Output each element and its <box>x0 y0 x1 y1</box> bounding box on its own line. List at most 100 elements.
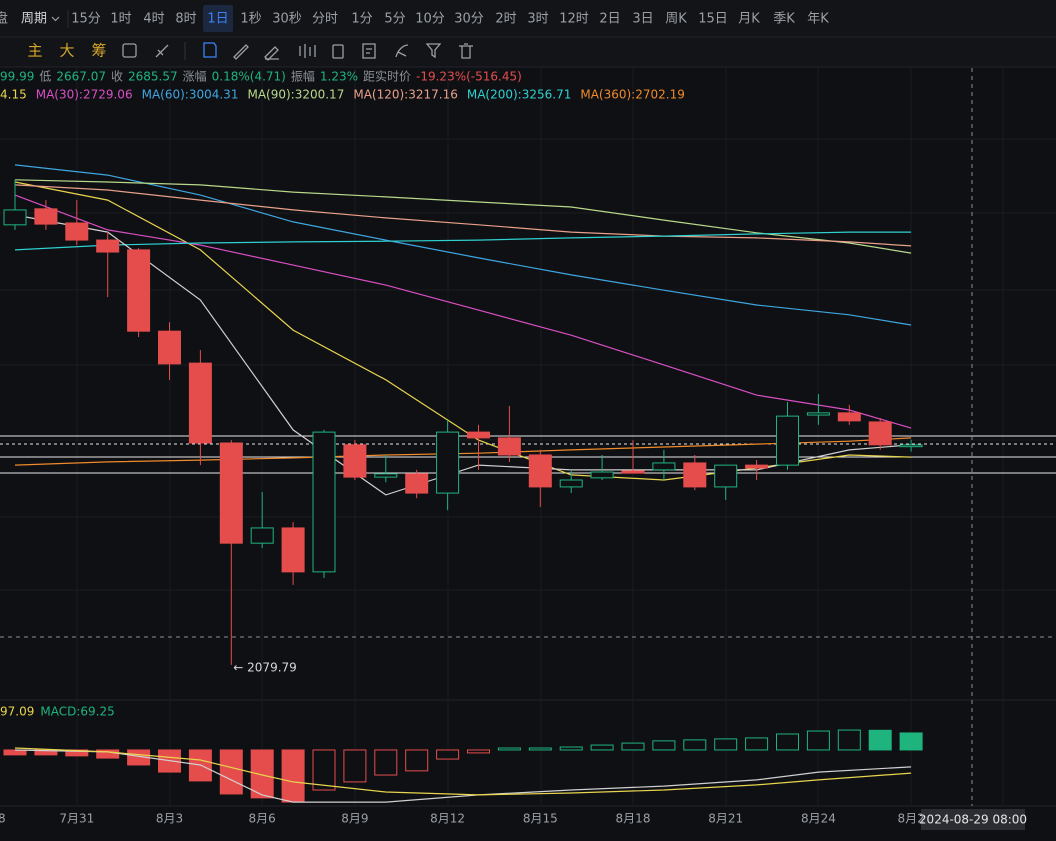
macd-bar <box>528 747 552 751</box>
period-button[interactable]: 12时 <box>559 12 589 27</box>
period-button[interactable]: 5分 <box>384 12 405 27</box>
info-text: 涨幅 <box>183 69 207 84</box>
period-button[interactable]: 2日 <box>599 12 620 27</box>
macd-bar <box>745 737 769 751</box>
x-tick-label: 8月6 <box>249 812 276 826</box>
candle-body <box>714 464 738 488</box>
info-text: 1.23% <box>320 70 358 84</box>
period-button[interactable]: 30分 <box>454 12 484 27</box>
macd-bar <box>621 742 645 751</box>
candle-body <box>497 437 521 456</box>
period-button[interactable]: 15分 <box>71 12 101 27</box>
macd-bar <box>868 729 892 751</box>
info-text: 0.18%(4.71) <box>212 70 286 84</box>
macd-line <box>14 749 912 803</box>
candle-body <box>467 431 490 439</box>
x-tick-label: 8月21 <box>708 812 743 826</box>
tool-icon[interactable] <box>122 43 137 58</box>
candle-body <box>127 249 151 332</box>
period-button[interactable]: 2时 <box>495 12 516 27</box>
candle-body <box>219 442 243 544</box>
tool-icon[interactable] <box>155 44 169 58</box>
tool-icon[interactable] <box>299 44 316 58</box>
macd-bar <box>652 740 676 751</box>
candle-body <box>158 330 181 365</box>
period-button[interactable]: 周K <box>665 12 687 27</box>
macd-bar <box>374 749 398 776</box>
legend-item: MA(60):3004.31 <box>142 88 239 102</box>
candle-body <box>899 444 923 448</box>
period-button[interactable]: 3时 <box>527 12 548 27</box>
period-button[interactable]: 1日 <box>207 12 228 27</box>
indicator-button[interactable]: 筹 <box>91 42 106 60</box>
x-tick-label: 8 <box>0 812 6 826</box>
period-button[interactable]: 15日 <box>698 12 728 27</box>
period-menu[interactable]: 周期 <box>21 12 47 27</box>
period-button[interactable]: 月K <box>738 12 760 27</box>
x-tick-label: 8月3 <box>156 812 183 826</box>
candle-body <box>374 473 398 478</box>
macd-bar <box>281 749 305 803</box>
tool-icon[interactable] <box>425 43 442 59</box>
period-button[interactable]: 8时 <box>175 12 196 27</box>
tool-icon[interactable] <box>362 43 376 59</box>
indicator-button[interactable]: 大 <box>59 42 74 60</box>
candle-body <box>96 239 120 253</box>
indicator-button[interactable]: 主 <box>27 42 42 60</box>
legend-item: MA(90):3200.17 <box>247 88 344 102</box>
candle-body <box>745 464 769 469</box>
period-button[interactable]: 4时 <box>143 12 164 27</box>
candle-body <box>837 412 861 422</box>
candle-body <box>436 431 460 494</box>
period-button[interactable]: 3日 <box>632 12 653 27</box>
candle-body <box>34 208 58 225</box>
macd-bar <box>467 749 490 754</box>
candle-body <box>776 415 799 466</box>
crosshair-label: 2024-08-29 08:00 <box>919 813 1027 827</box>
info-text: 距实时价 <box>363 69 411 84</box>
tool-icon[interactable] <box>203 42 217 58</box>
ma-line <box>14 231 912 251</box>
legend-item: 4.15 <box>0 88 27 102</box>
tool-icon[interactable] <box>459 43 473 59</box>
period-button[interactable]: 1时 <box>110 12 131 27</box>
x-tick-label: 7月31 <box>59 812 94 826</box>
candle-body <box>312 431 336 573</box>
macd-bar <box>590 744 614 751</box>
period-button[interactable]: 30秒 <box>272 12 302 27</box>
market-tab[interactable]: 盘 <box>0 11 8 27</box>
candle-body <box>559 479 583 488</box>
legend-item: MA(360):2702.19 <box>580 88 685 102</box>
tool-icon[interactable] <box>264 46 279 61</box>
plot <box>3 164 923 803</box>
tool-icon[interactable] <box>332 44 344 59</box>
tool-icon[interactable] <box>395 44 409 58</box>
info-text: 振幅 <box>291 69 315 84</box>
period-button[interactable]: 10分 <box>415 12 445 27</box>
macd-bar <box>806 730 830 751</box>
candle-body <box>188 362 212 444</box>
ma-line <box>14 194 912 429</box>
ma-line <box>14 184 912 247</box>
macd-label: MACD:69.25 <box>40 705 114 719</box>
legend-item: MA(120):3217.16 <box>353 88 458 102</box>
candle-body <box>806 412 830 416</box>
legend-item: MA(200):3256.71 <box>467 88 572 102</box>
info-text: 低 <box>39 70 51 84</box>
candle-body <box>528 454 552 488</box>
period-button[interactable]: 1分 <box>351 12 372 27</box>
candle-body <box>652 462 676 471</box>
x-tick-label: 8月18 <box>616 812 651 826</box>
period-button[interactable]: 分时 <box>312 12 338 27</box>
x-tick-label: 8月2 <box>897 812 924 826</box>
grid <box>0 68 1056 806</box>
info-text: 2667.07 <box>56 70 106 84</box>
period-button[interactable]: 1秒 <box>240 12 261 27</box>
macd-line <box>14 747 912 796</box>
period-button[interactable]: 季K <box>773 12 795 27</box>
period-button[interactable]: 年K <box>807 12 829 27</box>
tool-icon[interactable] <box>233 44 249 60</box>
macd-bar <box>250 749 274 799</box>
candle-body <box>3 209 27 226</box>
